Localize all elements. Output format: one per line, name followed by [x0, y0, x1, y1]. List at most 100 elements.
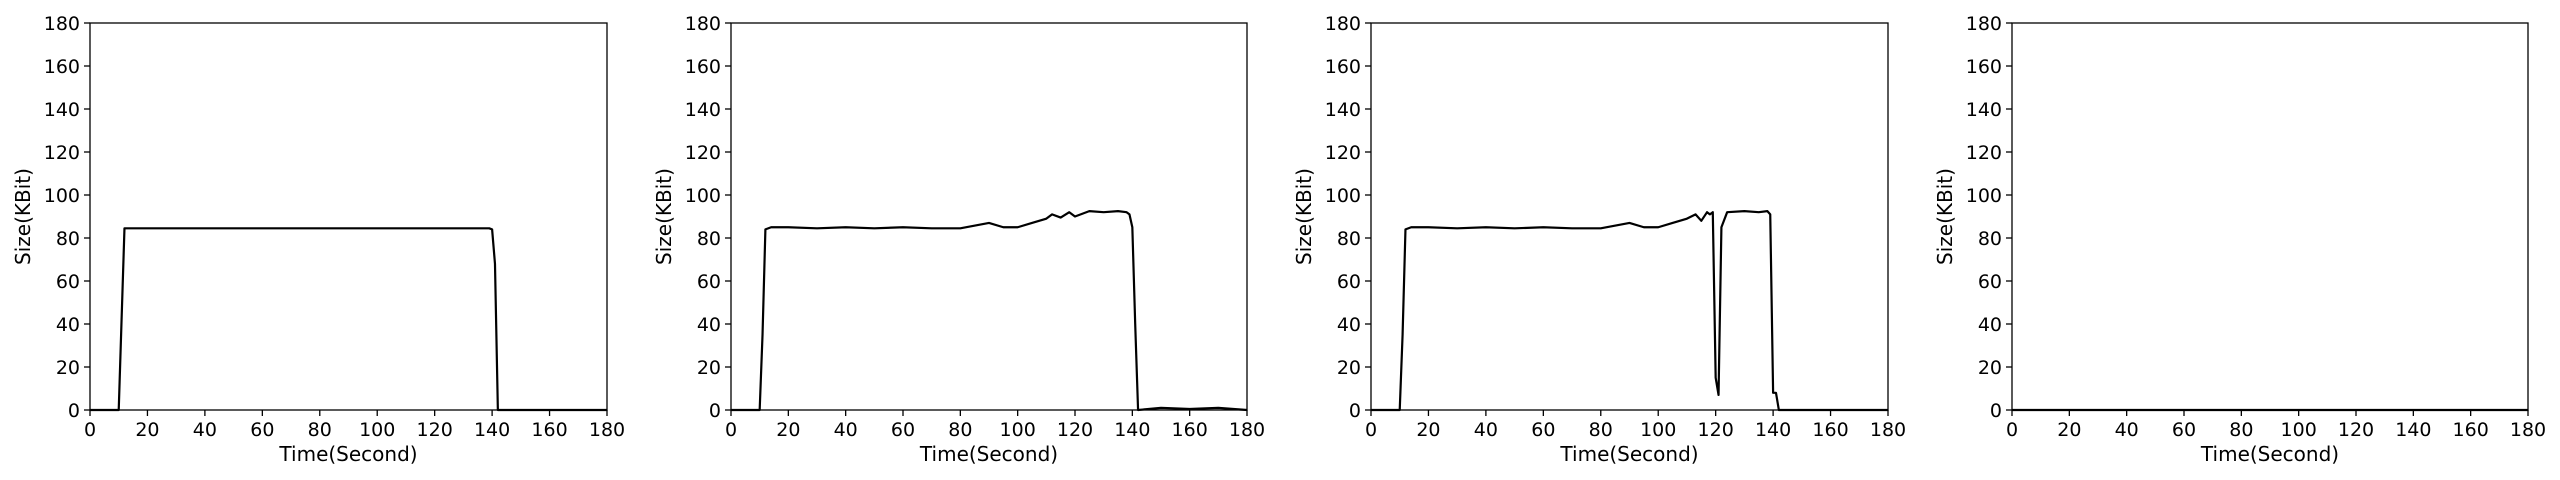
chart-panel-4: 0 20 40 60 80 100 120 140 160 180 0 20 40 60 80 100 120 1… — [1933, 13, 2546, 466]
x-tick-label: 100 — [1640, 419, 1676, 441]
x-tick-label: 160 — [2453, 419, 2489, 441]
y-tick-label: 40 — [1337, 314, 1361, 336]
x-tick-label: 80 — [1589, 419, 1613, 441]
y-tick-label: 100 — [44, 185, 80, 207]
y-tick-label: 180 — [685, 13, 721, 35]
y-tick-label: 120 — [1966, 142, 2002, 164]
y-tick-label: 40 — [697, 314, 721, 336]
y-axis-label: Size(KBit) — [11, 168, 35, 265]
y-tick-label: 120 — [44, 142, 80, 164]
x-tick-label: 20 — [2057, 419, 2081, 441]
y-tick-label: 180 — [1966, 13, 2002, 35]
y-tick-label: 0 — [1349, 400, 1361, 422]
x-tick-label: 80 — [2229, 419, 2253, 441]
x-tick-label: 0 — [2006, 419, 2018, 441]
x-tick-label: 40 — [1474, 419, 1498, 441]
x-axis-label: Time(Second) — [2200, 442, 2339, 466]
y-tick-label: 80 — [1337, 228, 1361, 250]
x-tick-label: 140 — [1114, 419, 1150, 441]
x-tick-label: 20 — [135, 419, 159, 441]
y-tick-label: 20 — [1337, 357, 1361, 379]
y-axis-label: Size(KBit) — [1933, 168, 1957, 265]
y-axis-label: Size(KBit) — [1292, 168, 1316, 265]
y-tick-label: 40 — [56, 314, 80, 336]
x-tick-label: 140 — [1755, 419, 1791, 441]
chart-panel-2: 0 20 40 60 80 100 120 140 160 180 0 20 40 60 80 100 120 1… — [652, 13, 1265, 466]
x-tick-label: 40 — [2115, 419, 2139, 441]
y-tick-label: 60 — [1337, 271, 1361, 293]
y-tick-label: 80 — [697, 228, 721, 250]
x-axis-label: Time(Second) — [278, 442, 417, 466]
x-tick-label: 80 — [308, 419, 332, 441]
y-tick-label: 180 — [1325, 13, 1361, 35]
x-tick-label: 0 — [84, 419, 96, 441]
series-line — [1371, 210, 1888, 412]
x-tick-label: 20 — [776, 419, 800, 441]
x-tick-label: 140 — [474, 419, 510, 441]
x-tick-label: 120 — [417, 419, 453, 441]
y-tick-label: 180 — [44, 13, 80, 35]
x-tick-label: 160 — [1172, 419, 1208, 441]
y-tick-label: 20 — [56, 357, 80, 379]
y-tick-label: 0 — [709, 400, 721, 422]
y-tick-label: 100 — [685, 185, 721, 207]
x-tick-label: 0 — [1365, 419, 1377, 441]
x-tick-label: 180 — [1870, 419, 1906, 441]
x-tick-label: 100 — [359, 419, 395, 441]
y-tick-label: 60 — [1978, 271, 2002, 293]
plot-frame — [89, 22, 608, 411]
y-tick-label: 140 — [1966, 99, 2002, 121]
y-tick-label: 100 — [1325, 185, 1361, 207]
y-tick-label: 160 — [685, 56, 721, 78]
y-tick-label: 140 — [685, 99, 721, 121]
x-tick-label: 120 — [1698, 419, 1734, 441]
x-tick-label: 40 — [834, 419, 858, 441]
x-tick-label: 20 — [1416, 419, 1440, 441]
y-tick-label: 100 — [1966, 185, 2002, 207]
x-tick-label: 180 — [589, 419, 625, 441]
y-tick-label: 140 — [1325, 99, 1361, 121]
series-line — [731, 210, 1248, 412]
y-tick-label: 20 — [1978, 357, 2002, 379]
y-tick-label: 160 — [1325, 56, 1361, 78]
x-tick-label: 60 — [1531, 419, 1555, 441]
x-tick-label: 180 — [1229, 419, 1265, 441]
y-tick-label: 40 — [1978, 314, 2002, 336]
x-tick-label: 100 — [1000, 419, 1036, 441]
y-axis-label: Size(KBit) — [652, 168, 676, 265]
x-tick-label: 160 — [1812, 419, 1848, 441]
chart-panel-3: 0 20 40 60 80 100 120 140 160 180 0 20 40 60 80 100 120 1… — [1292, 13, 1906, 466]
x-tick-label: 180 — [2510, 419, 2546, 441]
x-tick-label: 140 — [2395, 419, 2431, 441]
x-axis-label: Time(Second) — [1559, 442, 1698, 466]
x-tick-label: 60 — [250, 419, 274, 441]
y-tick-label: 140 — [44, 99, 80, 121]
x-axis-label: Time(Second) — [919, 442, 1058, 466]
y-tick-label: 20 — [697, 357, 721, 379]
y-tick-label: 160 — [44, 56, 80, 78]
y-tick-label: 0 — [1990, 400, 2002, 422]
chart-panel-1: 0 20 40 60 80 100 120 140 160 180 0 20 40 60 80 100 120 1… — [11, 13, 625, 466]
y-tick-label: 60 — [697, 271, 721, 293]
y-tick-label: 120 — [1325, 142, 1361, 164]
x-tick-label: 160 — [531, 419, 567, 441]
y-tick-label: 80 — [56, 228, 80, 250]
x-tick-label: 0 — [725, 419, 737, 441]
x-tick-label: 60 — [891, 419, 915, 441]
plot-frame — [730, 22, 1248, 411]
y-tick-label: 0 — [68, 400, 80, 422]
x-tick-label: 40 — [193, 419, 217, 441]
x-tick-label: 60 — [2172, 419, 2196, 441]
plot-frame — [1370, 22, 1889, 411]
x-tick-label: 120 — [2338, 419, 2374, 441]
plot-frame — [2011, 22, 2529, 411]
x-tick-label: 80 — [948, 419, 972, 441]
y-tick-label: 60 — [56, 271, 80, 293]
y-tick-label: 80 — [1978, 228, 2002, 250]
y-tick-label: 120 — [685, 142, 721, 164]
x-tick-label: 100 — [2281, 419, 2317, 441]
x-tick-label: 120 — [1057, 419, 1093, 441]
series-line — [90, 227, 607, 412]
y-tick-label: 160 — [1966, 56, 2002, 78]
